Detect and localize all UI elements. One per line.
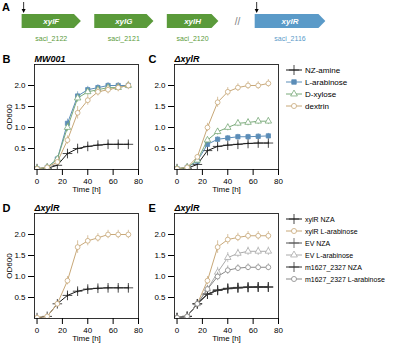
svg-text:80: 80: [274, 326, 283, 335]
svg-text:ΔxylR: ΔxylR: [34, 203, 61, 213]
svg-text:0.5: 0.5: [14, 293, 26, 302]
html-text:EV L-arabinose: EV L-arabinose: [305, 251, 354, 259]
svg-text:60: 60: [249, 177, 258, 186]
svg-text:xylF: xylF: [42, 17, 60, 26]
svg-text:40: 40: [83, 177, 93, 187]
svg-text:60: 60: [249, 326, 258, 335]
svg-text:1.5: 1.5: [154, 102, 166, 111]
svg-text:xylG: xylG: [114, 17, 132, 26]
svg-text:OD600: OD600: [5, 253, 14, 279]
svg-text:1.0: 1.0: [154, 123, 166, 132]
svg-text:2.0: 2.0: [154, 230, 166, 239]
svg-text:A: A: [2, 1, 10, 13]
svg-text:Time [h]: Time [h]: [72, 185, 101, 194]
svg-text:saci_2120: saci_2120: [177, 35, 209, 43]
svg-text:B: B: [3, 53, 11, 65]
html-text:EV NZA: EV NZA: [305, 239, 331, 247]
svg-text:40: 40: [223, 177, 233, 187]
html-text:NZ-amine: NZ-amine: [305, 65, 341, 75]
svg-text:40: 40: [83, 326, 93, 336]
svg-text:2.0: 2.0: [14, 81, 26, 90]
html-text:dextrin: dextrin: [305, 101, 329, 111]
svg-text:ΔxylR: ΔxylR: [174, 203, 201, 213]
svg-text:20: 20: [198, 177, 207, 186]
svg-text:0: 0: [175, 326, 180, 335]
svg-text:2.0: 2.0: [14, 230, 26, 239]
svg-text:80: 80: [134, 177, 143, 186]
svg-text:1.5: 1.5: [14, 102, 26, 111]
svg-text:0: 0: [35, 326, 40, 335]
svg-text:OD600: OD600: [5, 104, 14, 130]
html-text:m1627_2327 L-arabinose: m1627_2327 L-arabinose: [305, 275, 385, 283]
svg-text:0: 0: [35, 177, 40, 186]
html-text:D-xylose: D-xylose: [305, 89, 337, 99]
html-text:xylR NZA: xylR NZA: [305, 215, 335, 223]
svg-text:C: C: [149, 53, 157, 65]
svg-text:Time [h]: Time [h]: [212, 185, 241, 194]
svg-text:20: 20: [58, 177, 67, 186]
svg-text:MW001: MW001: [35, 54, 66, 64]
html-text:xylR L-arabinose: xylR L-arabinose: [305, 227, 358, 235]
svg-text:1.0: 1.0: [14, 123, 26, 132]
svg-text:D: D: [3, 202, 11, 214]
svg-text:1.0: 1.0: [154, 272, 166, 281]
svg-text:2.0: 2.0: [154, 81, 166, 90]
svg-text:E: E: [149, 202, 156, 214]
svg-text:saci_2121: saci_2121: [108, 35, 140, 43]
svg-text:80: 80: [274, 177, 283, 186]
svg-text:0: 0: [175, 177, 180, 186]
svg-text:20: 20: [58, 326, 67, 335]
svg-text:Time [h]: Time [h]: [72, 334, 101, 343]
svg-text:Time [h]: Time [h]: [212, 334, 241, 343]
svg-text:1.5: 1.5: [14, 251, 26, 260]
svg-text:60: 60: [109, 177, 118, 186]
svg-text:80: 80: [134, 326, 143, 335]
svg-text:xylR: xylR: [281, 17, 299, 26]
svg-text:0.5: 0.5: [154, 293, 166, 302]
svg-text:1.5: 1.5: [154, 251, 166, 260]
svg-text:0.5: 0.5: [14, 144, 26, 153]
svg-text:ΔxylR: ΔxylR: [174, 54, 201, 64]
svg-text:saci_2122: saci_2122: [35, 35, 67, 43]
svg-text:60: 60: [109, 326, 118, 335]
html-text:m1627_2327 NZA: m1627_2327 NZA: [305, 263, 362, 271]
svg-text:saci_2116: saci_2116: [274, 35, 306, 43]
svg-text:1.0: 1.0: [14, 272, 26, 281]
svg-text:40: 40: [223, 326, 233, 336]
svg-text:xylH: xylH: [183, 17, 201, 26]
svg-text://: //: [235, 16, 241, 27]
svg-text:0.5: 0.5: [154, 144, 166, 153]
html-text:L-arabinose: L-arabinose: [305, 77, 348, 87]
svg-text:20: 20: [198, 326, 207, 335]
